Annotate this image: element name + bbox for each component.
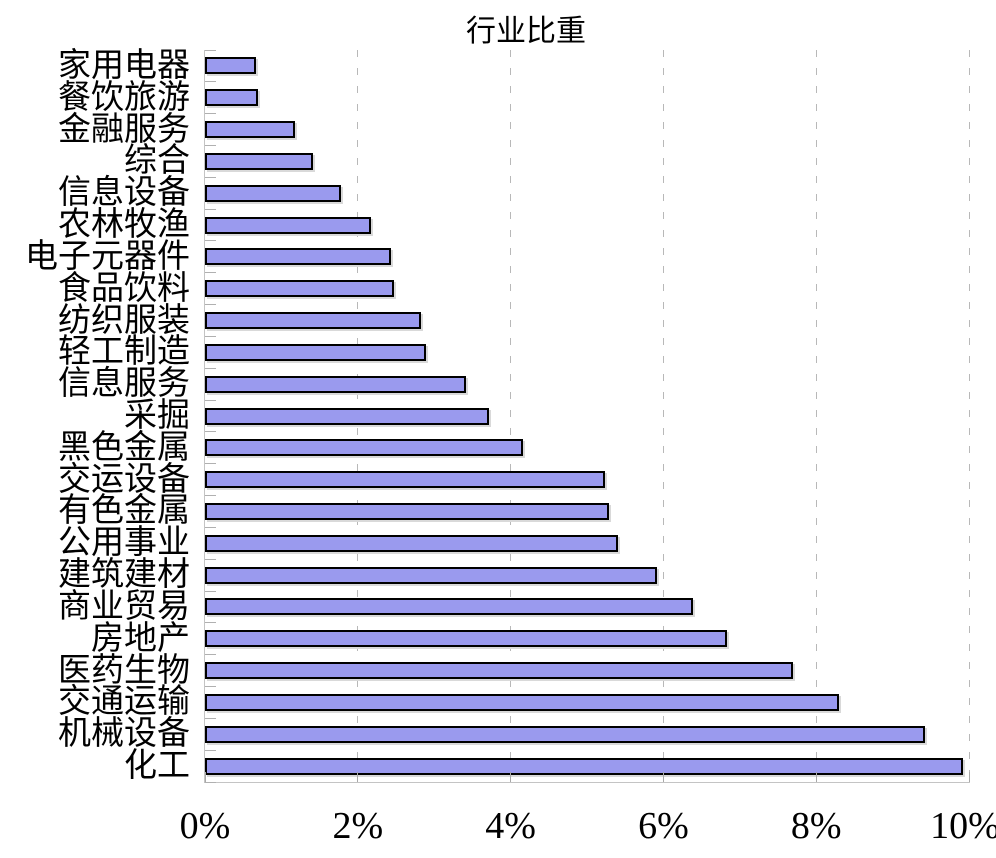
gridline-6pct: [662, 50, 664, 782]
y-tick-3: [205, 144, 216, 146]
y-axis-label-公用事业: 公用事业: [58, 525, 190, 562]
y-axis-label-交运设备: 交运设备: [58, 461, 190, 498]
y-tick-22: [205, 749, 216, 751]
x-tick-4pct: [510, 772, 512, 782]
y-tick-20: [205, 686, 216, 688]
y-axis-label-机械设备: 机械设备: [58, 716, 190, 753]
bar-金融服务: [205, 121, 296, 139]
y-tick-14: [205, 495, 216, 497]
y-axis-label-化工: 化工: [124, 748, 190, 785]
y-axis-label-轻工制造: 轻工制造: [58, 334, 190, 371]
y-axis-label-信息服务: 信息服务: [58, 366, 190, 403]
y-tick-5: [205, 208, 216, 210]
bar-医药生物: [205, 662, 794, 680]
bar-建筑建材: [205, 566, 657, 584]
x-axis-label-0%: 0%: [179, 805, 231, 847]
bar-餐饮旅游: [205, 89, 258, 107]
y-axis-label-交通运输: 交通运输: [58, 684, 190, 721]
bar-轻工制造: [205, 343, 426, 361]
x-axis-line: [204, 782, 970, 783]
y-tick-6: [205, 240, 216, 242]
x-axis-label-8%: 8%: [790, 805, 842, 847]
bar-商业贸易: [205, 598, 694, 616]
gridline-10pct: [968, 50, 970, 782]
y-axis-label-商业贸易: 商业贸易: [58, 588, 190, 625]
y-axis-label-电子元器件: 电子元器件: [25, 238, 190, 275]
y-axis-label-采掘: 采掘: [124, 398, 190, 434]
y-tick-23: [205, 781, 216, 783]
x-axis-label-6%: 6%: [638, 805, 689, 847]
x-tick-2pct: [357, 772, 359, 782]
y-tick-13: [205, 463, 216, 465]
y-axis-label-金融服务: 金融服务: [58, 111, 190, 148]
bar-农林牧渔: [205, 216, 371, 234]
y-axis-label-农林牧渔: 农林牧渔: [58, 207, 190, 244]
y-tick-19: [205, 654, 216, 656]
y-tick-9: [205, 335, 216, 337]
y-tick-7: [205, 272, 216, 274]
y-axis-label-医药生物: 医药生物: [58, 652, 190, 689]
y-tick-1: [205, 81, 216, 83]
chart-title: 行业比重: [466, 15, 586, 48]
y-axis-line: [204, 50, 205, 782]
bar-机械设备: [205, 725, 925, 743]
bar-化工: [205, 757, 963, 775]
bar-信息设备: [205, 184, 341, 202]
y-tick-17: [205, 590, 216, 592]
plot-area: [204, 49, 970, 783]
x-tick-10pct: [968, 772, 970, 782]
bar-纺织服装: [205, 312, 422, 330]
y-axis-label-信息设备: 信息设备: [58, 175, 190, 212]
bar-采掘: [205, 407, 490, 425]
y-tick-2: [205, 113, 216, 115]
y-tick-15: [205, 526, 216, 528]
y-axis-label-黑色金属: 黑色金属: [58, 429, 190, 466]
y-tick-16: [205, 558, 216, 560]
y-axis-label-建筑建材: 建筑建材: [58, 557, 190, 594]
y-tick-10: [205, 367, 216, 369]
bar-公用事业: [205, 534, 618, 552]
gridline-4pct: [510, 50, 512, 782]
y-axis-label-餐饮旅游: 餐饮旅游: [58, 79, 190, 116]
y-tick-18: [205, 622, 216, 624]
bar-家用电器: [205, 57, 257, 75]
bar-房地产: [205, 630, 727, 648]
x-axis-label-4%: 4%: [485, 805, 536, 847]
x-tick-0pct: [204, 772, 206, 782]
y-axis-label-食品饮料: 食品饮料: [58, 270, 190, 307]
y-axis-label-纺织服装: 纺织服装: [58, 302, 190, 339]
bar-综合: [205, 152, 314, 170]
bar-黑色金属: [205, 439, 523, 457]
x-tick-8pct: [815, 772, 817, 782]
y-axis-label-房地产: 房地产: [91, 620, 190, 657]
y-tick-11: [205, 399, 216, 401]
y-tick-21: [205, 717, 216, 719]
y-axis-label-综合: 综合: [124, 143, 190, 180]
y-axis-label-有色金属: 有色金属: [58, 493, 190, 530]
bar-交通运输: [205, 693, 840, 711]
gridline-8pct: [815, 50, 817, 782]
bar-交运设备: [205, 471, 605, 489]
bar-食品饮料: [205, 280, 395, 298]
y-tick-8: [205, 304, 216, 306]
bar-电子元器件: [205, 248, 391, 266]
bar-信息服务: [205, 375, 467, 393]
y-tick-4: [205, 176, 216, 178]
y-tick-12: [205, 431, 216, 433]
y-tick-0: [205, 49, 216, 51]
y-axis-label-家用电器: 家用电器: [58, 47, 190, 84]
x-axis-label-2%: 2%: [332, 805, 384, 847]
x-tick-6pct: [662, 772, 664, 782]
bar-有色金属: [205, 502, 610, 520]
x-axis-label-10%: 10%: [930, 805, 996, 847]
